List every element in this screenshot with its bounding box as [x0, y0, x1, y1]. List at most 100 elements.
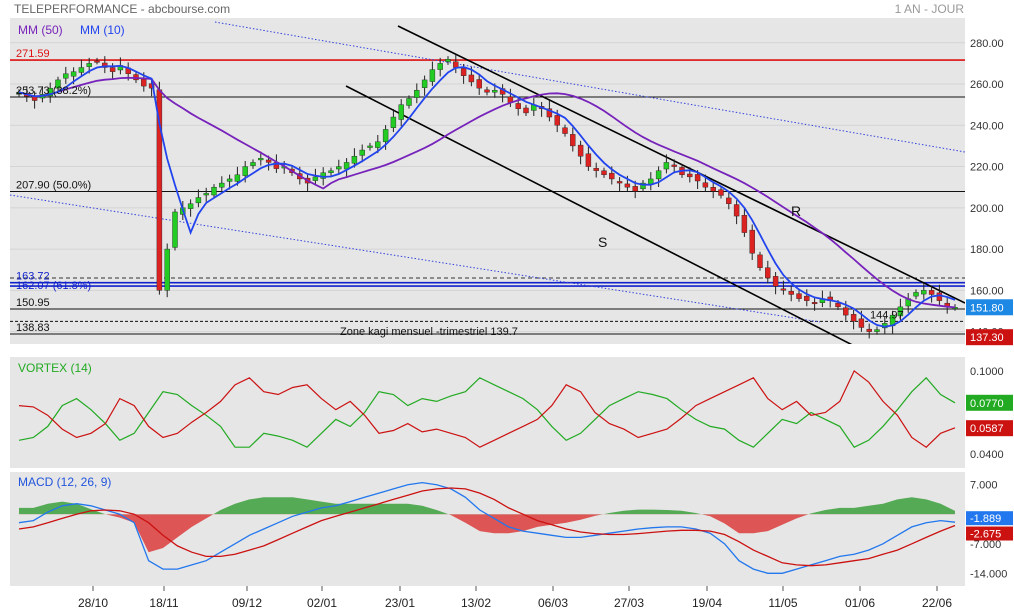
candle-body [406, 98, 412, 106]
candle-body [913, 292, 919, 297]
legend-mm50: MM (50) [18, 23, 63, 37]
level-label: 253.73 (38.2%) [16, 85, 91, 97]
candle-body [593, 168, 599, 171]
last-price-value: 151.80 [970, 302, 1004, 314]
vortex-value: 0.0587 [970, 423, 1004, 435]
candle-body [663, 162, 670, 170]
low-price-badge [966, 329, 1013, 346]
x-tick-label: 01/06 [845, 596, 875, 610]
x-tick-label: 22/06 [922, 596, 952, 610]
vortex-value-badge [966, 420, 1013, 437]
candle-body [164, 248, 170, 291]
candle-body [858, 318, 865, 328]
candle-body [265, 159, 272, 163]
mm10-line [18, 64, 956, 328]
candle-body [187, 203, 194, 209]
vortex-title: VORTEX (14) [18, 361, 92, 375]
candle-body [741, 215, 748, 233]
vortex-tick-label: 0.1000 [970, 366, 1004, 378]
macd-tick-label: 7.000 [970, 480, 998, 492]
price-axis: 280.00 260.00 240.00 220.00 200.00 180.00 160.… [970, 38, 1004, 339]
candle-body [94, 60, 100, 63]
candle-body [811, 302, 818, 305]
candle-body [141, 78, 147, 87]
candle-body [655, 170, 662, 180]
x-tick-label: 28/10 [78, 596, 108, 610]
candle-body [468, 74, 475, 83]
price-tick-label: 160.00 [970, 285, 1004, 297]
x-tick-label: 09/12 [232, 596, 262, 610]
candle-body [328, 170, 334, 173]
candle-body [788, 290, 794, 295]
candle-body [601, 170, 607, 176]
annotation-s: S [598, 234, 607, 250]
candle-body [484, 89, 490, 93]
candle-body [102, 62, 108, 68]
candle-body [47, 87, 53, 97]
x-tick-label: 18/11 [149, 596, 178, 610]
candle-body [726, 197, 732, 204]
vortex-value: 0.0770 [970, 398, 1004, 410]
candle-body [733, 204, 740, 217]
x-tick-label: 19/04 [692, 596, 722, 610]
vortex-axis: 0.1000 0.0400 0.0770 0.0587 [966, 366, 1013, 461]
candle-body [671, 164, 677, 167]
candle-body [718, 189, 724, 196]
candle-body [312, 176, 319, 181]
macd-hist-negative [105, 514, 809, 553]
x-tick-label: 06/03 [538, 596, 568, 610]
x-tick-label: 13/02 [461, 596, 491, 610]
candle-body [226, 178, 233, 182]
price-tick-label: 280.00 [970, 38, 1004, 50]
price-tick-label: 240.00 [970, 120, 1004, 132]
candle-body [359, 149, 365, 156]
candle-body [476, 79, 482, 89]
candle-body [70, 71, 77, 77]
channel-line-dotted-upper [214, 21, 965, 153]
macd-value-badge [966, 511, 1013, 526]
price-badges: 151.80 137.30 [966, 299, 1013, 346]
candle-body [203, 193, 209, 196]
candle-body [687, 173, 693, 178]
vortex-tick-label: 0.0400 [970, 449, 1004, 461]
candle-body [694, 174, 701, 182]
candle-body [351, 156, 358, 164]
candle-body [523, 107, 529, 114]
low-price-value: 137.30 [970, 332, 1004, 344]
candle-body [616, 181, 623, 184]
candle-body [492, 90, 498, 93]
candle-body [843, 307, 849, 316]
candle-body [897, 306, 904, 317]
candle-body [382, 129, 389, 142]
macd-value: -2.675 [970, 529, 1001, 541]
mm50-line [18, 76, 956, 309]
candle-body [375, 141, 381, 148]
last-price-badge [966, 299, 1013, 316]
channel-line-dotted-lower [10, 194, 821, 323]
price-tick-label: 200.00 [970, 203, 1004, 215]
macd-hist-positive [19, 497, 955, 515]
x-tick-label: 11/05 [768, 596, 797, 610]
macd-value: -1.889 [970, 513, 1001, 525]
x-tick-label: 23/01 [385, 596, 415, 610]
candle-body [562, 127, 568, 134]
candle-body [772, 276, 779, 287]
candle-body [336, 166, 342, 170]
candle-body [437, 63, 443, 70]
level-label: 138.83 [16, 322, 50, 334]
candle-body [796, 293, 802, 299]
candle-body [780, 288, 787, 291]
candle-body [63, 73, 69, 79]
candle-body [453, 61, 459, 68]
x-tick-label: 02/01 [307, 596, 337, 610]
candle-body [554, 115, 560, 126]
candle-body [234, 174, 241, 182]
macd-title: MACD (12, 26, 9) [18, 475, 111, 489]
vortex-plus-line [18, 376, 956, 448]
candle-body [86, 63, 92, 67]
legend-mm10: MM (10) [80, 23, 125, 37]
level-label: 163.72 [16, 271, 50, 283]
candle-body [921, 290, 927, 295]
candle-body [211, 186, 217, 196]
